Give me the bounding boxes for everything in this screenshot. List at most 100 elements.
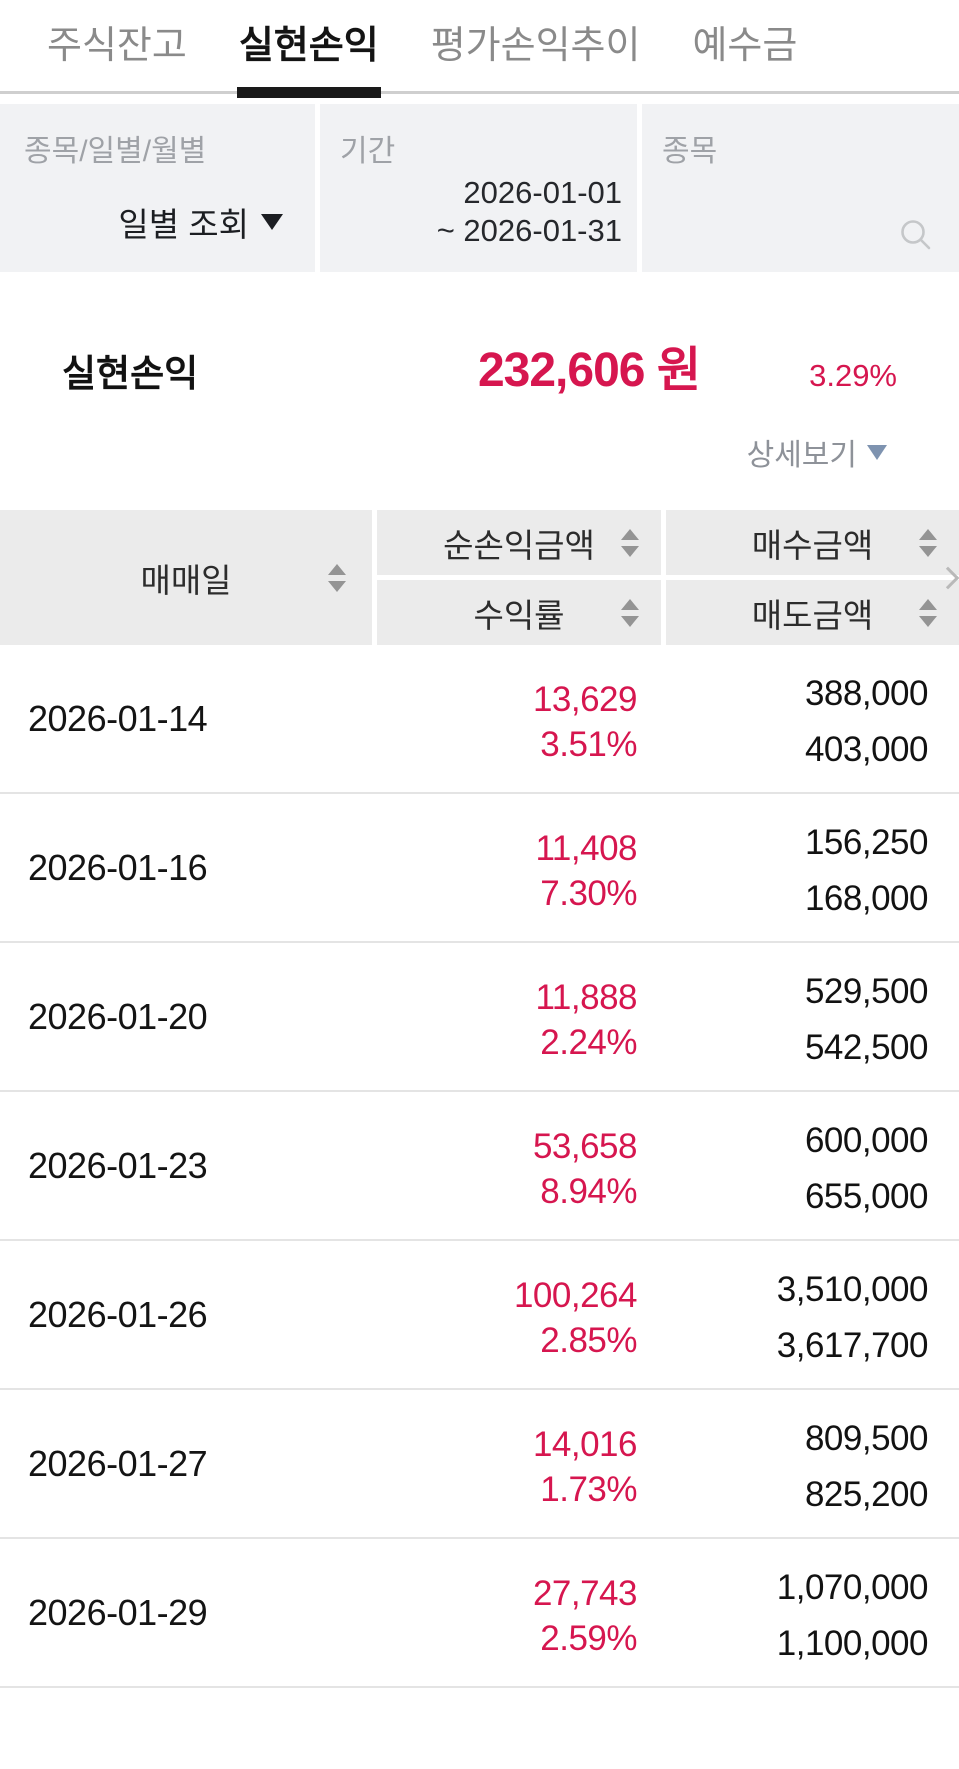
filter-bar: 종목/일별/월별 일별 조회 기간 2026-01-01 ~ 2026-01-3… (0, 104, 959, 272)
chevron-down-icon (867, 444, 887, 460)
header-net-pnl[interactable]: 순손익금액 (377, 510, 661, 575)
header-return-rate-label: 수익률 (473, 596, 565, 634)
cell-return-rate: 1.73% (540, 1469, 637, 1509)
summary-row: 실현손익 232,606 원 3.29% (0, 330, 959, 400)
stock-search-cell: 종목 (642, 104, 959, 272)
period-label: 기간 (340, 135, 396, 168)
cell-sell-amount: 542,500 (804, 1027, 929, 1067)
header-trade-date[interactable]: 매매일 (0, 510, 372, 645)
cell-trade-date: 2026-01-29 (28, 1591, 208, 1633)
cell-buy-sell: 3,510,000 3,617,700 (637, 1256, 959, 1374)
cell-sell-amount: 168,000 (804, 878, 929, 918)
sort-icon[interactable] (621, 598, 639, 627)
cell-pnl-rate: 14,016 1.73% (372, 1416, 638, 1512)
table-row: 2026-01-14 13,629 3.51% 388,000 403,000 (0, 645, 959, 794)
cell-pnl-rate: 100,264 2.85% (372, 1267, 638, 1363)
cell-buy-amount: 3,510,000 (776, 1269, 929, 1309)
cell-buy-amount: 600,000 (804, 1120, 929, 1160)
table-row: 2026-01-23 53,658 8.94% 600,000 655,000 (0, 1092, 959, 1241)
cell-buy-amount: 388,000 (804, 673, 929, 713)
cell-trade-date: 2026-01-20 (28, 995, 208, 1037)
header-return-rate[interactable]: 수익률 (377, 580, 661, 645)
cell-return-rate: 2.59% (540, 1618, 637, 1658)
cell-buy-amount: 156,250 (804, 822, 929, 862)
cell-net-pnl: 100,264 (513, 1275, 638, 1315)
top-tab-bar: 주식잔고 실현손익 평가손익추이 예수금 (0, 0, 959, 98)
cell-sell-amount: 655,000 (804, 1176, 929, 1216)
cell-return-rate: 8.94% (540, 1171, 637, 1211)
cell-trade-date: 2026-01-23 (28, 1144, 208, 1186)
cell-net-pnl: 53,658 (532, 1126, 638, 1166)
header-buy-amount-label: 매수금액 (751, 526, 874, 564)
cell-buy-sell: 529,500 542,500 (637, 958, 959, 1076)
tab-valuation-pnl-trend[interactable]: 평가손익추이 (430, 25, 641, 67)
table-row: 2026-01-27 14,016 1.73% 809,500 825,200 (0, 1390, 959, 1539)
detail-toggle[interactable]: 상세보기 (0, 430, 959, 474)
cell-net-pnl: 13,629 (532, 679, 638, 719)
cell-net-pnl: 27,743 (532, 1573, 638, 1613)
cell-return-rate: 7.30% (540, 873, 637, 913)
header-sell-amount-label: 매도금액 (751, 596, 874, 634)
cell-buy-sell: 156,250 168,000 (637, 809, 959, 927)
cell-trade-date: 2026-01-26 (28, 1293, 208, 1335)
cell-trade-date: 2026-01-14 (28, 697, 208, 739)
cell-sell-amount: 825,200 (804, 1474, 929, 1514)
query-type-value: 일별 조회 (118, 206, 249, 243)
summary-section: 실현손익 232,606 원 3.29% 상세보기 (0, 272, 959, 510)
cell-trade-date: 2026-01-27 (28, 1442, 208, 1484)
header-col-amounts: 매수금액 매도금액 (666, 510, 959, 645)
cell-net-pnl: 11,408 (535, 828, 638, 868)
cell-pnl-rate: 53,658 8.94% (372, 1118, 638, 1214)
stock-label: 종목 (662, 135, 718, 168)
cell-pnl-rate: 11,408 7.30% (372, 820, 638, 916)
table-row: 2026-01-26 100,264 2.85% 3,510,000 3,617… (0, 1241, 959, 1390)
table-row: 2026-01-29 27,743 2.59% 1,070,000 1,100,… (0, 1539, 959, 1688)
header-trade-date-label: 매매일 (140, 561, 232, 599)
sort-icon[interactable] (919, 528, 937, 557)
table-row: 2026-01-16 11,408 7.30% 156,250 168,000 (0, 794, 959, 943)
sort-icon[interactable] (621, 528, 639, 557)
cell-pnl-rate: 11,888 2.24% (372, 969, 638, 1065)
period-from: 2026-01-01 (463, 175, 622, 210)
tab-realized-pnl[interactable]: 실현손익 (236, 14, 381, 98)
sort-icon[interactable] (919, 598, 937, 627)
cell-buy-amount: 809,500 (804, 1418, 929, 1458)
amount-number: 232,606 (477, 344, 646, 397)
header-sell-amount[interactable]: 매도금액 (666, 580, 959, 645)
period-to: ~ 2026-01-31 (436, 213, 622, 248)
amount-currency: 원 (656, 344, 701, 397)
header-net-pnl-label: 순손익금액 (443, 526, 595, 564)
search-icon[interactable] (899, 218, 933, 252)
table-body: 2026-01-14 13,629 3.51% 388,000 403,000 … (0, 645, 959, 1688)
cell-buy-amount: 1,070,000 (776, 1567, 929, 1607)
cell-return-rate: 3.51% (540, 724, 637, 764)
cell-sell-amount: 403,000 (804, 729, 929, 769)
cell-pnl-rate: 13,629 3.51% (372, 671, 638, 767)
cell-sell-amount: 3,617,700 (776, 1325, 929, 1365)
cell-sell-amount: 1,100,000 (776, 1623, 929, 1663)
cell-net-pnl: 14,016 (532, 1424, 638, 1464)
cell-return-rate: 2.85% (540, 1320, 637, 1360)
header-buy-amount[interactable]: 매수금액 (666, 510, 959, 575)
header-col-pnl: 순손익금액 수익률 (377, 510, 661, 645)
cell-return-rate: 2.24% (540, 1022, 637, 1062)
cell-net-pnl: 11,888 (535, 977, 638, 1017)
cell-buy-sell: 600,000 655,000 (637, 1107, 959, 1225)
cell-buy-sell: 1,070,000 1,100,000 (637, 1554, 959, 1672)
cell-buy-sell: 388,000 403,000 (637, 660, 959, 778)
query-type-label: 종목/일별/월별 (24, 135, 207, 168)
cell-pnl-rate: 27,743 2.59% (372, 1565, 638, 1661)
tab-stock-balance[interactable]: 주식잔고 (47, 25, 187, 67)
query-type-cell: 종목/일별/월별 일별 조회 (0, 104, 315, 272)
chevron-down-icon (261, 214, 283, 230)
period-cell: 기간 2026-01-01 ~ 2026-01-31 (320, 104, 637, 272)
tab-deposit[interactable]: 예수금 (692, 25, 798, 67)
cell-trade-date: 2026-01-16 (28, 846, 208, 888)
cell-buy-sell: 809,500 825,200 (637, 1405, 959, 1523)
table-row: 2026-01-20 11,888 2.24% 529,500 542,500 (0, 943, 959, 1092)
sort-icon[interactable] (328, 563, 346, 592)
period-range-field[interactable]: 2026-01-01 ~ 2026-01-31 (437, 174, 622, 250)
query-type-dropdown[interactable]: 일별 조회 (118, 198, 283, 246)
summary-label: 실현손익 (62, 353, 199, 394)
realized-pnl-amount: 232,606 원 (477, 330, 701, 400)
